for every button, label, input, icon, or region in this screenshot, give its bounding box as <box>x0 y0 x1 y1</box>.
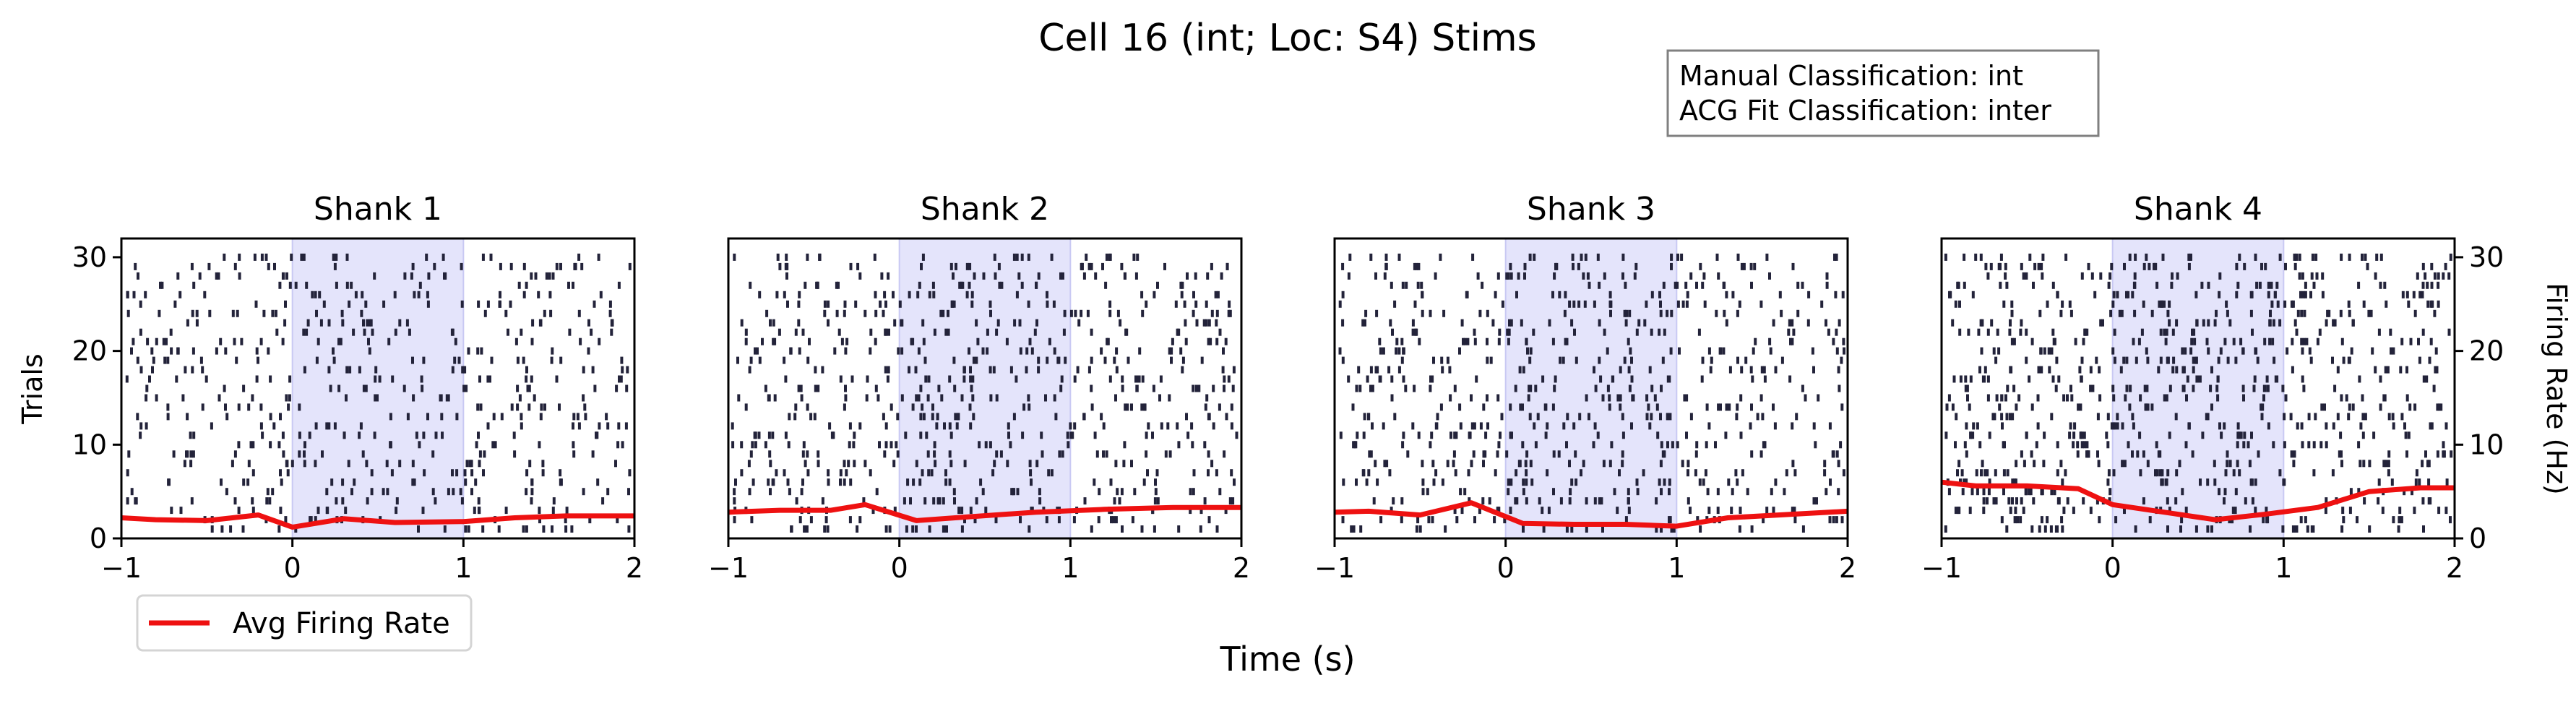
legend: Avg Firing Rate <box>136 594 473 652</box>
x-tick-label: 0 <box>284 552 301 584</box>
x-tick-label: −1 <box>1314 552 1355 584</box>
axes-frame <box>1940 237 2456 540</box>
x-tick-label: 0 <box>1497 552 1515 584</box>
left-y-axis-label: Trials <box>17 353 48 424</box>
panel-shank-2: Shank 2 −1 0 1 2 <box>708 191 1250 584</box>
x-tick-label: −1 <box>708 552 749 584</box>
x-tick-label: 2 <box>2446 552 2463 584</box>
avg-firing-rate-line <box>728 502 1241 523</box>
right-y-tick-label: 20 <box>2469 335 2504 367</box>
axes-frame <box>120 237 636 540</box>
y-tick-label: 30 <box>72 241 107 273</box>
x-axis-label: Time (s) <box>1219 640 1355 679</box>
x-tick-label: 2 <box>1839 552 1856 584</box>
x-tick-label: 2 <box>1233 552 1250 584</box>
panel-title: Shank 2 <box>921 191 1049 228</box>
panel-title: Shank 4 <box>2134 191 2262 228</box>
right-y-tick-label: 0 <box>2469 522 2486 554</box>
panel-title: Shank 1 <box>314 191 442 228</box>
info-box-line-1: Manual Classification: int <box>1679 60 2023 92</box>
spike-raster <box>731 253 1239 533</box>
stim-window <box>291 238 465 539</box>
right-y-tick-label: 30 <box>2469 241 2504 273</box>
right-y-tick-label: 10 <box>2469 429 2504 460</box>
spike-raster <box>1944 253 2453 533</box>
axes-frame <box>1333 237 1849 540</box>
stim-window <box>1504 238 1678 539</box>
axes-frame <box>727 237 1243 540</box>
spike-raster <box>1338 253 1845 533</box>
x-tick-label: 0 <box>2104 552 2121 584</box>
y-tick-label: 10 <box>72 429 107 460</box>
x-tick-label: 0 <box>891 552 908 584</box>
avg-firing-rate-line <box>121 512 634 530</box>
x-tick-label: 1 <box>455 552 472 584</box>
x-tick-label: −1 <box>1921 552 1962 584</box>
x-tick-label: 1 <box>2275 552 2292 584</box>
legend-frame <box>136 594 473 652</box>
info-box-line-2: ACG Fit Classification: inter <box>1679 95 2051 126</box>
figure-title: Cell 16 (int; Loc: S4) Stims <box>1038 17 1537 60</box>
x-tick-label: 1 <box>1668 552 1685 584</box>
panel-shank-3: Shank 3 −1 0 1 2 <box>1314 191 1856 584</box>
info-box: Manual Classification: int ACG Fit Class… <box>1666 49 2100 137</box>
avg-firing-rate-line <box>1941 479 2455 522</box>
legend-label: Avg Firing Rate <box>233 607 450 640</box>
stim-window <box>898 238 1072 539</box>
x-tick-label: 1 <box>1061 552 1079 584</box>
avg-firing-rate-line <box>1334 500 1848 529</box>
x-tick-label: 2 <box>626 552 643 584</box>
panel-title: Shank 3 <box>1527 191 1655 228</box>
x-tick-label: −1 <box>101 552 142 584</box>
y-tick-label: 20 <box>72 335 107 367</box>
right-y-axis-label: Firing Rate (Hz) <box>2541 283 2572 495</box>
info-box-frame <box>1666 49 2100 137</box>
y-tick-label: 0 <box>90 522 107 554</box>
spike-raster <box>125 253 632 533</box>
